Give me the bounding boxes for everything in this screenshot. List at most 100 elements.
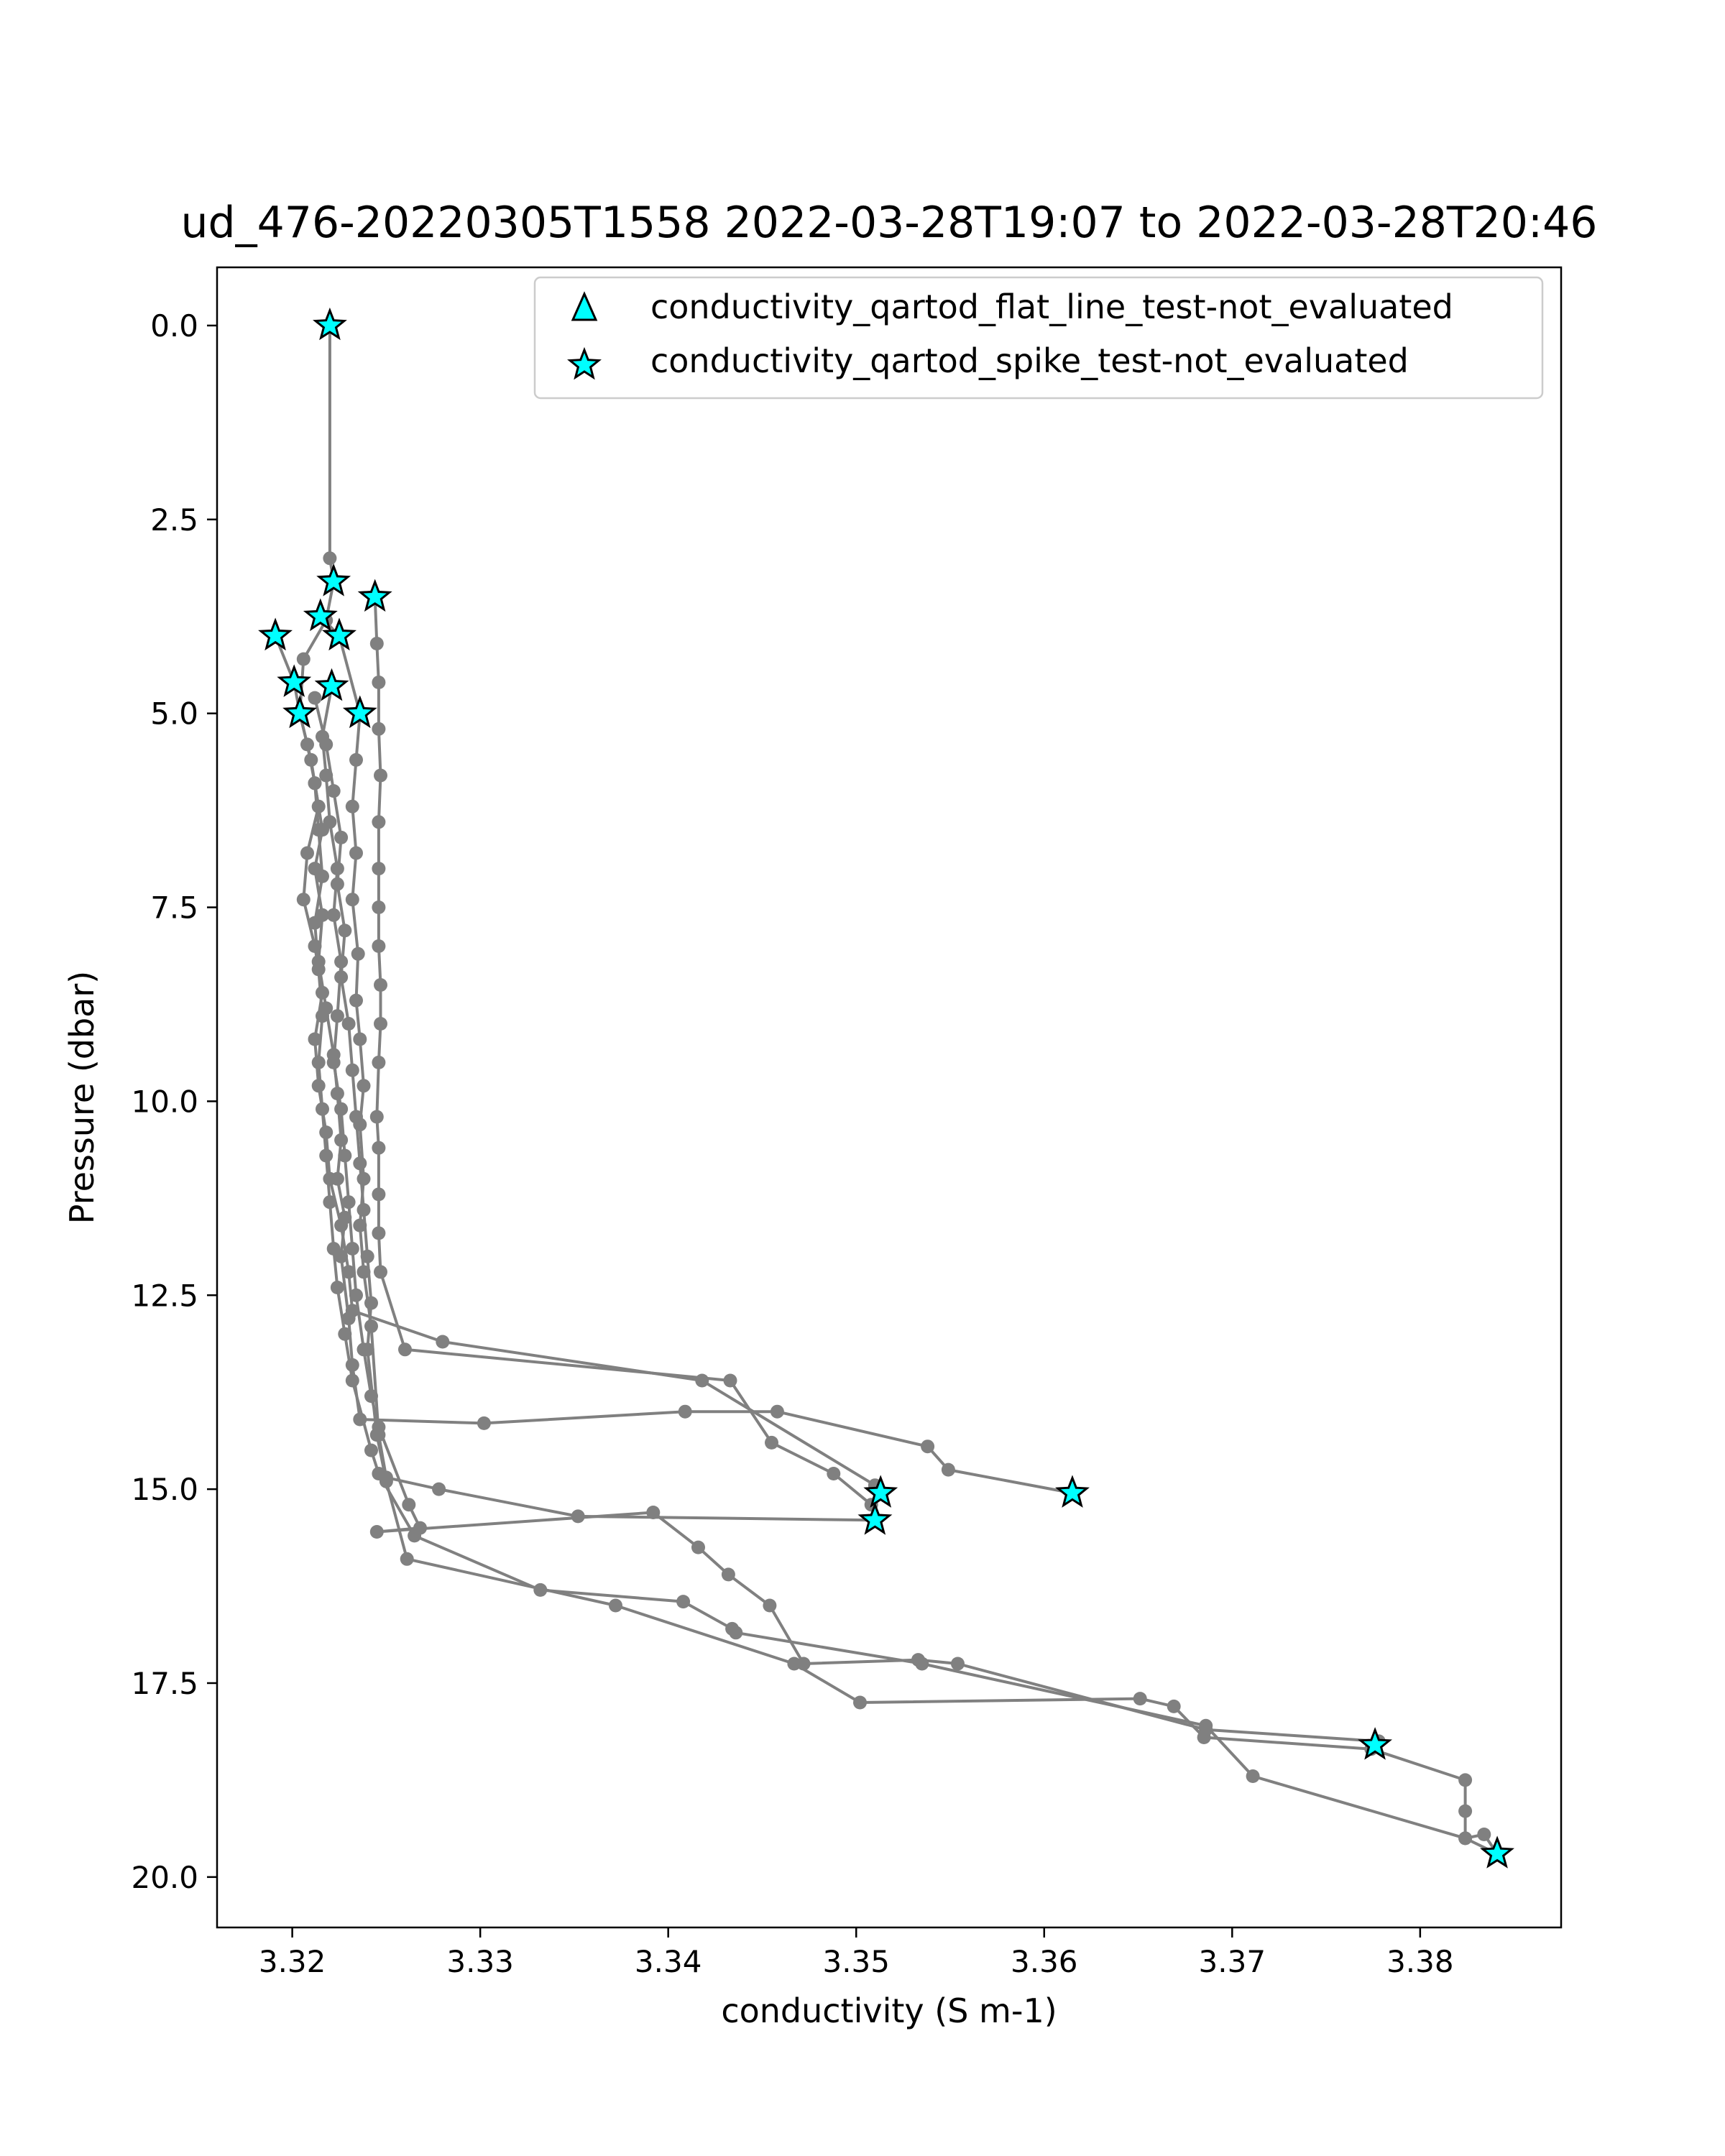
data-point [345, 1063, 359, 1077]
data-point [311, 1079, 326, 1093]
data-point [369, 637, 384, 650]
data-point [1458, 1831, 1473, 1846]
data-point [345, 799, 359, 814]
legend: conductivity_qartod_flat_line_test-not_e… [533, 276, 1544, 400]
legend-label-spike: conductivity_qartod_spike_test-not_evalu… [650, 341, 1409, 380]
data-point [609, 1598, 622, 1613]
data-point [372, 815, 386, 829]
spike-flag-star-icon [1480, 1835, 1514, 1869]
data-point [372, 1467, 386, 1480]
star-marker-icon [567, 346, 602, 380]
data-point [316, 1102, 329, 1116]
data-point [763, 1598, 777, 1613]
data-point [345, 1358, 359, 1372]
spike-flag-star-icon [342, 695, 377, 729]
spike-flag-star-icon [863, 1475, 898, 1508]
data-point [349, 752, 363, 767]
data-point [353, 1032, 367, 1046]
data-point [364, 1443, 378, 1457]
data-point [372, 722, 386, 736]
data-point [326, 908, 341, 922]
data-point [308, 776, 322, 791]
data-point [330, 877, 344, 891]
x-tick-label: 3.38 [1386, 1944, 1454, 1979]
data-point [300, 737, 314, 752]
data-point [374, 768, 387, 783]
x-axis: 3.32 3.33 3.34 3.35 3.36 3.37 3.38 [259, 1927, 1454, 1979]
data-point [853, 1695, 867, 1710]
chart-title: ud_476-20220305T1558 2022-03-28T19:07 to… [181, 198, 1598, 248]
data-point [323, 1195, 337, 1210]
data-point [676, 1595, 691, 1609]
data-point [827, 1467, 841, 1480]
y-tick-label: 7.5 [150, 890, 198, 926]
data-point [349, 1110, 363, 1124]
data-point [1133, 1692, 1147, 1706]
data-point [408, 1529, 422, 1543]
data-point [338, 923, 352, 938]
data-point [372, 862, 386, 876]
data-point [678, 1404, 692, 1419]
data-point [477, 1416, 491, 1430]
data-point [308, 1032, 322, 1046]
flagged-points [258, 307, 1514, 1869]
data-point [364, 1319, 378, 1333]
data-point [319, 1148, 334, 1163]
data-point [374, 978, 387, 992]
axes-frame [216, 266, 1563, 1929]
y-tick-label: 2.5 [150, 502, 198, 538]
data-point [319, 737, 334, 752]
data-point [323, 551, 337, 566]
y-tick-label: 5.0 [150, 696, 198, 732]
data-point [372, 676, 386, 689]
data-point [1458, 1804, 1473, 1818]
data-point [1167, 1699, 1181, 1713]
data-point [356, 1079, 371, 1093]
data-point [330, 1171, 344, 1186]
data-point [402, 1498, 416, 1512]
data-point [326, 1055, 341, 1069]
data-point [691, 1540, 705, 1554]
data-point [338, 1327, 352, 1341]
spike-flag-star-icon [277, 664, 312, 697]
data-point [765, 1435, 778, 1450]
data-point [341, 1265, 356, 1279]
data-point [1199, 1718, 1213, 1733]
legend-label-flat-line: conductivity_qartod_flat_line_test-not_e… [650, 287, 1453, 326]
data-point [345, 1242, 359, 1256]
profile-line [321, 686, 1381, 1746]
spike-flag-star-icon [316, 563, 351, 596]
data-point [349, 1288, 363, 1302]
data-point [372, 1141, 386, 1155]
spike-flag-star-icon [1358, 1727, 1392, 1760]
data-point [341, 1312, 356, 1326]
data-point [316, 1009, 329, 1023]
data-point [311, 823, 326, 837]
data-point [308, 691, 322, 705]
data-point [770, 1404, 784, 1419]
data-point [729, 1626, 743, 1640]
spike-flag-star-icon [857, 1502, 893, 1535]
spike-flag-star-icon [314, 668, 349, 701]
data-point [316, 869, 329, 883]
data-point [372, 939, 386, 953]
data-point [334, 970, 349, 985]
y-axis: 0.0 2.5 5.0 7.5 10.0 12.5 15.0 17.5 20.0 [131, 308, 217, 1895]
data-point [338, 1148, 352, 1163]
data-point [311, 962, 326, 977]
data-point [330, 1009, 344, 1023]
data-point [533, 1583, 548, 1597]
data-point [353, 1156, 367, 1171]
data-point [326, 784, 341, 798]
data-point [356, 1171, 371, 1186]
profile-series-4 [313, 609, 882, 1527]
y-tick-label: 20.0 [131, 1860, 198, 1895]
x-tick-label: 3.35 [822, 1944, 890, 1979]
data-point [721, 1567, 735, 1582]
data-point [356, 1203, 371, 1217]
data-point [341, 1017, 356, 1031]
data-point [369, 1525, 384, 1539]
data-point [319, 1125, 334, 1140]
data-point [695, 1373, 709, 1388]
